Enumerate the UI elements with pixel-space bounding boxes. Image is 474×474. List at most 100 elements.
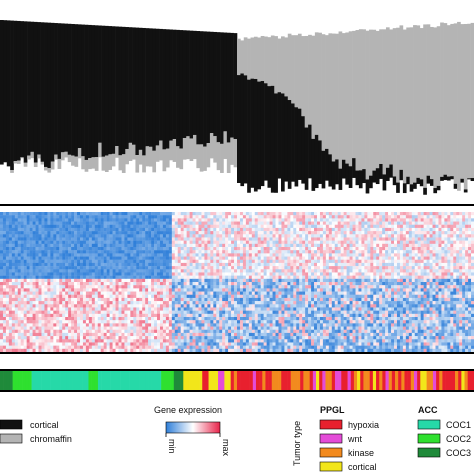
heatmap-cell [260, 285, 264, 289]
heatmap-cell [441, 221, 445, 225]
heatmap-cell [26, 297, 30, 302]
heatmap-cell [319, 224, 324, 229]
heatmap-cell [11, 237, 16, 241]
bar-cortical [341, 159, 346, 179]
heatmap-cell [334, 266, 338, 270]
heatmap-cell [198, 278, 202, 283]
heatmap-cell [269, 227, 273, 232]
heatmap-cell [162, 275, 167, 280]
heatmap-cell [423, 297, 427, 302]
heatmap-cell [284, 227, 288, 232]
heatmap-cell [130, 291, 134, 295]
heatmap-cell [109, 218, 113, 222]
heatmap-cell [281, 266, 285, 270]
bar-cortical [88, 24, 92, 159]
heatmap-cell [305, 253, 309, 257]
heatmap-cell [396, 297, 401, 302]
heatmap-cell [44, 221, 48, 225]
heatmap-cell [296, 291, 300, 295]
heatmap-cell [385, 297, 389, 302]
heatmap-cell [266, 269, 270, 273]
heatmap-cell [14, 266, 18, 270]
heatmap-cell [438, 256, 442, 260]
heatmap-cell [148, 256, 152, 260]
heatmap-cell [145, 218, 149, 222]
bar-chromaffin [13, 161, 18, 164]
heatmap-cell [112, 243, 116, 248]
heatmap-cell [231, 250, 235, 254]
heatmap-cell [124, 259, 128, 264]
heatmap-cell [8, 282, 13, 286]
heatmap-cell [284, 259, 288, 264]
heatmap-cell [41, 288, 45, 292]
heatmap-cell [450, 282, 454, 286]
heatmap-cell [450, 266, 454, 270]
heatmap-cell [62, 262, 66, 267]
heatmap-cell [171, 237, 175, 241]
heatmap-cell [328, 285, 332, 289]
bar-cortical [240, 73, 245, 187]
heatmap-cell [26, 294, 30, 299]
heatmap-cell [82, 259, 87, 264]
heatmap-cell [183, 250, 187, 254]
heatmap-cell [385, 294, 389, 299]
heatmap-cell [88, 297, 93, 302]
heatmap-cell [337, 247, 341, 251]
bar-chromaffin [77, 148, 82, 159]
heatmap-cell [299, 266, 303, 270]
heatmap-cell [346, 227, 350, 232]
heatmap-cell [263, 240, 267, 245]
heatmap-cell [124, 275, 128, 280]
heatmap-cell [228, 297, 232, 302]
bar-cortical [450, 176, 454, 180]
heatmap-cell [462, 272, 466, 276]
heatmap-cell [331, 243, 335, 248]
heatmap-cell [346, 278, 350, 283]
heatmap-cell [346, 285, 350, 289]
heatmap-cell [260, 237, 264, 241]
heatmap-cell [59, 234, 63, 238]
heatmap-cell [100, 215, 104, 219]
heatmap-cell [174, 250, 178, 254]
heatmap-cell [82, 266, 87, 270]
heatmap-cell [94, 262, 98, 267]
heatmap-cell [14, 282, 18, 286]
heatmap-cell [281, 278, 285, 283]
heatmap-cell [453, 262, 457, 267]
heatmap-cell [162, 294, 167, 299]
heatmap-cell [242, 234, 247, 238]
heatmap-cell [154, 294, 158, 299]
heatmap-cell [23, 259, 27, 264]
heatmap-cell [319, 231, 324, 235]
heatmap-cell [311, 297, 315, 302]
heatmap-cell [257, 259, 261, 264]
heatmap-cell [346, 221, 350, 225]
heatmap-cell [77, 272, 81, 276]
heatmap-cell [331, 275, 335, 280]
heatmap-cell [302, 301, 306, 305]
heatmap-cell [417, 259, 421, 264]
heatmap-cell [174, 218, 178, 222]
heatmap-cell [192, 227, 196, 232]
heatmap-cell [471, 218, 474, 222]
heatmap-cell [32, 275, 36, 280]
heatmap-cell [133, 247, 137, 251]
heatmap-cell [432, 294, 436, 299]
heatmap-cell [396, 269, 401, 273]
heatmap-cell [245, 282, 250, 286]
heatmap-cell [71, 304, 75, 308]
heatmap-cell [186, 212, 190, 216]
heatmap-cell [319, 288, 324, 292]
heatmap-cell [343, 247, 347, 251]
heatmap-cell [91, 294, 95, 299]
heatmap-cell [186, 240, 190, 245]
heatmap-cell [231, 215, 235, 219]
heatmap-cell [17, 291, 21, 295]
heatmap-cell [367, 227, 371, 232]
heatmap-cell [399, 243, 404, 248]
heatmap-cell [278, 218, 282, 222]
heatmap-cell [213, 272, 217, 276]
heatmap-cell [251, 272, 255, 276]
heatmap-cell [77, 266, 81, 270]
heatmap-cell [355, 288, 359, 292]
